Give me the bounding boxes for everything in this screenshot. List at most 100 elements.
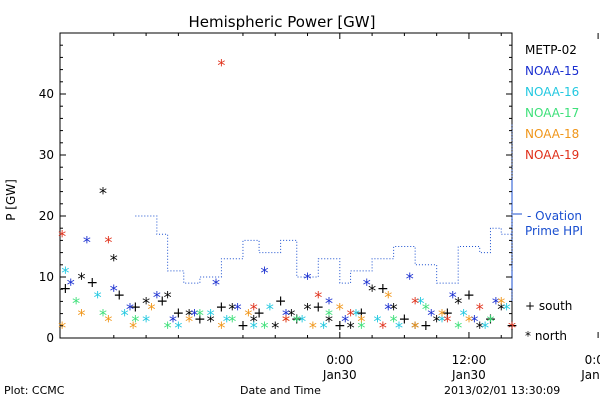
north-point: * [438, 306, 446, 325]
north-point: * [185, 312, 193, 331]
north-point: * [411, 318, 419, 337]
north-point: * [486, 312, 494, 331]
north-point: * [336, 300, 344, 319]
north-point: * [164, 287, 172, 306]
north-point: * [282, 306, 290, 325]
legend-ovation: - Ovation [527, 209, 582, 223]
north-point: * [492, 293, 500, 312]
north-point: * [341, 312, 349, 331]
north-point: * [126, 300, 134, 319]
north-point: * [476, 318, 484, 337]
south-point: + [399, 312, 411, 328]
legend-item: NOAA-15 [525, 64, 579, 78]
south-point: + [312, 300, 324, 316]
legend-item: METP-02 [525, 43, 577, 57]
north-point: * [470, 312, 478, 331]
north-point: * [395, 318, 403, 337]
south-point: + [420, 318, 432, 334]
north-point: * [164, 318, 172, 337]
north-point: * [390, 312, 398, 331]
north-point: * [207, 306, 215, 325]
south-point: + [463, 287, 475, 303]
south-point: + [237, 318, 249, 334]
north-point: * [207, 312, 215, 331]
scatter-points: + +++ ++ +++++++++++ ++++ +**** ** *** ** ** **** *… [58, 56, 518, 337]
south-point: + [86, 275, 98, 291]
legend-item: NOAA-18 [525, 127, 579, 141]
north-point: * [497, 293, 505, 312]
chart-title: Hemispheric Power [GW] [189, 13, 376, 31]
plot-credit: Plot: CCMC [4, 384, 65, 397]
south-point: + [442, 306, 454, 322]
north-point: * [298, 312, 306, 331]
north-point: * [191, 306, 199, 325]
north-point: * [94, 287, 102, 306]
x-axis-label: Date and Time [240, 384, 321, 397]
north-point: * [228, 312, 236, 331]
legend-marker: + south [525, 299, 572, 313]
x-tick-label-time: 0:00 [585, 353, 600, 367]
north-point: * [244, 306, 252, 325]
north-point: * [384, 300, 392, 319]
x-tick-label-date: Jan31 [580, 368, 600, 382]
north-point: * [217, 56, 225, 75]
north-point: * [497, 300, 505, 319]
north-point: * [99, 184, 107, 203]
north-point: * [417, 293, 425, 312]
north-point: * [454, 318, 462, 337]
south-point: + [156, 293, 168, 309]
north-point: * [433, 312, 441, 331]
north-point: * [58, 318, 66, 337]
north-point: * [212, 275, 220, 294]
north-point: * [185, 306, 193, 325]
north-point: * [282, 312, 290, 331]
ovation-hpi-line [135, 124, 513, 302]
north-point: * [99, 306, 107, 325]
south-point: + [253, 306, 265, 322]
north-point: * [260, 263, 268, 282]
north-point: * [142, 312, 150, 331]
north-point: * [314, 287, 322, 306]
north-point: * [196, 306, 204, 325]
ovation-line [135, 124, 513, 302]
legend-marker: * north [525, 329, 567, 343]
north-point: * [481, 318, 489, 337]
north-point: * [169, 312, 177, 331]
north-point: * [379, 318, 387, 337]
north-point: * [104, 312, 112, 331]
y-axis-label: P [GW] [4, 179, 18, 221]
x-tick-label-time: 0:00 [326, 353, 353, 367]
north-point: * [260, 318, 268, 337]
north-point: * [368, 281, 376, 300]
legend-ovation: Prime HPI [525, 224, 583, 238]
north-point: * [449, 287, 457, 306]
north-point: * [287, 306, 295, 325]
north-point: * [357, 312, 365, 331]
south-point: + [334, 318, 346, 334]
north-point: * [454, 293, 462, 312]
plot-border [59, 32, 513, 339]
legend-item: NOAA-19 [525, 148, 579, 162]
north-point: * [67, 275, 75, 294]
south-point: + [275, 293, 287, 309]
north-point: * [476, 300, 484, 319]
north-point: * [121, 306, 129, 325]
y-tick-label: 30 [39, 148, 54, 162]
north-point: * [309, 318, 317, 337]
north-point: * [250, 312, 258, 331]
plot-frame [59, 32, 513, 339]
south-point: + [194, 312, 206, 328]
north-point: * [266, 300, 274, 319]
north-point: * [174, 318, 182, 337]
north-point: * [271, 318, 279, 337]
north-point: * [411, 293, 419, 312]
north-point: * [508, 318, 516, 337]
south-point: + [485, 312, 497, 328]
north-point: * [390, 300, 398, 319]
north-point: * [228, 300, 236, 319]
north-point: * [147, 300, 155, 319]
north-point: * [304, 300, 312, 319]
north-point: * [304, 269, 312, 288]
north-point: * [373, 312, 381, 331]
